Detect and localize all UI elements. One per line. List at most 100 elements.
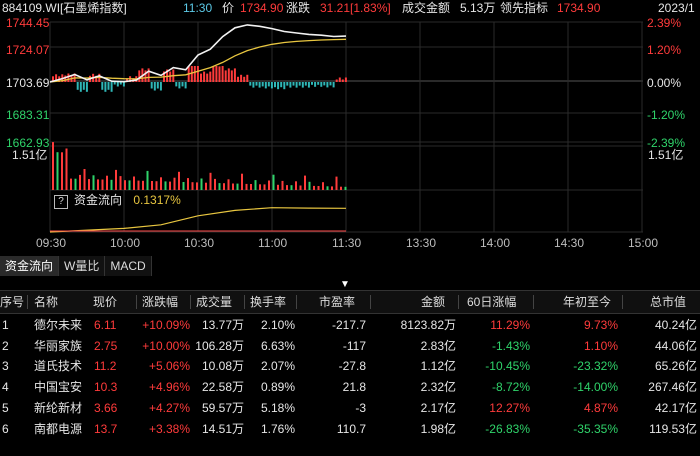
flow-bar — [289, 82, 292, 88]
volume-bar — [196, 182, 198, 190]
row-market-cap: 42.17亿 — [654, 400, 697, 415]
tab-w-volume-ratio[interactable]: W量比 — [59, 256, 106, 276]
quote-header: 884109.WI[石墨烯指数] 11:30 价 1734.90 涨跌 31.2… — [0, 0, 700, 16]
flow-bar — [215, 66, 218, 82]
flow-bar — [169, 71, 172, 82]
row-price: 2.75 — [94, 338, 118, 353]
flow-bar — [270, 82, 273, 89]
row-price: 6.11 — [94, 318, 117, 332]
col-header-pe[interactable]: 市盈率 — [319, 295, 356, 309]
row-turnover-rate: 2.10% — [260, 318, 295, 332]
column-divider — [296, 295, 297, 309]
price-label: 价 — [222, 1, 235, 15]
intraday-chart[interactable] — [0, 0, 700, 256]
volume-bar — [142, 180, 144, 190]
volume-bar — [119, 176, 122, 190]
column-divider — [622, 295, 623, 309]
flow-bar — [67, 73, 70, 82]
volume-bar — [169, 181, 171, 190]
fund-flow-title: 资金流向 — [74, 193, 123, 207]
flow-bar — [252, 82, 255, 88]
row-60day: -8.72% — [491, 380, 530, 395]
volume-bar — [101, 179, 104, 190]
row-turnover-rate: 6.63% — [260, 338, 295, 353]
collapse-arrow-icon[interactable]: ▼ — [340, 279, 350, 290]
col-header-name[interactable]: 名称 — [34, 295, 59, 309]
col-header-change-pct[interactable]: 涨跌幅 — [142, 295, 179, 309]
volume-bar — [74, 178, 77, 190]
table-row[interactable]: 6 南都电源 13.7 +3.38% 14.51万 1.76% 110.7 1.98亿 -26.… — [0, 418, 700, 440]
row-60day: -26.83% — [485, 421, 530, 436]
change-label: 涨跌 — [286, 1, 311, 15]
row-ytd: -14.00% — [573, 380, 618, 395]
volume-bar — [308, 181, 311, 190]
volume-bar — [281, 180, 284, 190]
volume-bar — [92, 175, 95, 190]
column-divider — [190, 295, 191, 309]
col-header-volume[interactable]: 成交量 — [196, 295, 233, 309]
volume-axis-label-left: 1.51亿 — [12, 148, 48, 162]
price-axis-label-bottom: 1662.93 — [6, 136, 50, 150]
volume-bar — [146, 170, 149, 190]
table-row[interactable]: 5 新纶新材 3.66 +4.27% 59.57万 5.18% -3 2.17亿 12.27% 4… — [0, 397, 700, 419]
volume-bar — [299, 185, 302, 190]
chart-grid — [49, 21, 643, 233]
flow-bar — [95, 75, 98, 82]
tab-fund-flow[interactable]: 资金流向 — [0, 256, 60, 276]
row-market-cap: 119.53亿 — [649, 421, 697, 436]
help-icon[interactable]: ? — [54, 195, 68, 209]
flow-bar — [267, 82, 270, 87]
volume-bar — [304, 175, 306, 190]
volume-bar — [65, 148, 68, 190]
row-amount: 2.83亿 — [420, 338, 456, 353]
tab-macd[interactable]: MACD — [105, 256, 152, 276]
flow-bar — [76, 82, 79, 90]
price-axis-label-mid: 1703.69 — [6, 76, 50, 90]
table-row[interactable]: 2 华丽家族 2.75 +10.00% 106.28万 6.63% -117 2.83亿 -1.… — [0, 335, 700, 357]
flow-bar — [338, 77, 341, 82]
row-market-cap: 44.06亿 — [654, 338, 697, 353]
flow-bar — [82, 82, 85, 90]
row-name: 南都电源 — [34, 421, 83, 436]
row-name: 中国宝安 — [34, 380, 83, 395]
row-index: 6 — [2, 421, 9, 436]
row-pe: 110.7 — [336, 421, 366, 436]
volume-bars — [52, 142, 347, 191]
flow-bar — [261, 82, 264, 87]
volume-bar — [209, 172, 212, 190]
volume-bar — [106, 175, 108, 190]
volume-bar — [97, 179, 99, 190]
row-index: 3 — [2, 359, 9, 374]
row-volume: 13.77万 — [201, 318, 244, 332]
time-tick-1500: 15:00 — [628, 236, 659, 250]
col-header-market-cap[interactable]: 总市值 — [650, 295, 687, 309]
flow-bar — [166, 69, 169, 82]
table-row[interactable]: 1 德尔未来 6.11 +10.09% 13.77万 2.10% -217.7 8123.82… — [0, 314, 700, 336]
flow-bar — [317, 82, 320, 85]
time-tick-1130: 11:30 — [332, 236, 362, 250]
volume-axis-label-right: 1.51亿 — [648, 148, 684, 162]
flow-bar — [206, 73, 209, 82]
flow-bar — [196, 66, 199, 82]
pct-axis-label-lower: -1.20% — [647, 108, 686, 122]
flow-bar — [344, 77, 347, 82]
price-axis-label-top: 1744.45 — [6, 16, 50, 30]
col-header-60day[interactable]: 60日涨幅 — [467, 295, 517, 309]
flow-bar — [280, 82, 283, 88]
time-tick-1000: 10:00 — [110, 236, 141, 250]
col-header-amount[interactable]: 金额 — [421, 295, 446, 309]
col-header-turnover-rate[interactable]: 换手率 — [250, 295, 287, 309]
row-ytd: 1.10% — [583, 338, 618, 353]
volume-bar — [164, 181, 167, 190]
col-header-price[interactable]: 现价 — [93, 295, 118, 309]
col-header-index[interactable]: 序号 — [0, 295, 25, 309]
table-row[interactable]: 4 中国宝安 10.3 +4.96% 22.58万 0.89% 21.8 2.32亿 -8.72… — [0, 376, 700, 398]
flow-bar — [159, 82, 162, 91]
table-row[interactable]: 3 道氏技术 11.2 +5.06% 10.08万 2.07% -27.8 1.12亿 -10.… — [0, 355, 700, 377]
volume-bar — [250, 184, 252, 190]
col-header-ytd[interactable]: 年初至今 — [563, 295, 612, 309]
flow-bar — [320, 82, 323, 87]
row-amount: 2.32亿 — [420, 380, 456, 395]
lead-indicator-label: 领先指标 — [500, 1, 549, 15]
flow-bar — [301, 82, 304, 88]
